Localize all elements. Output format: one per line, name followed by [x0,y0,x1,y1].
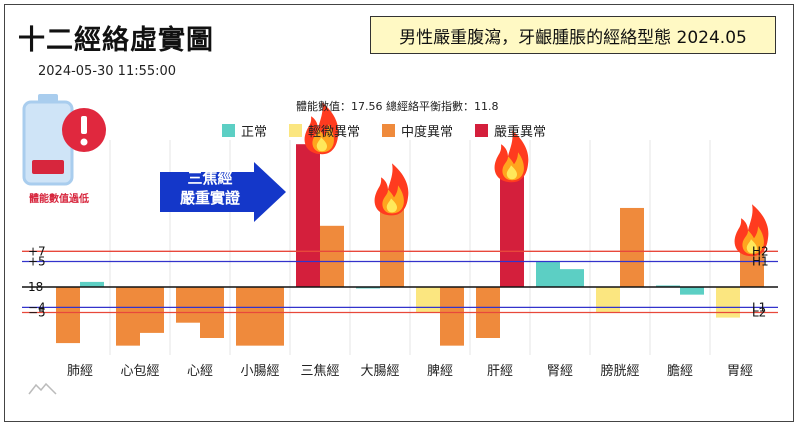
battery-warning-label: 體能數值過低 [29,194,89,205]
x-tick-label: 胃經 [727,364,753,379]
bar-膀胱經-1 [620,207,644,287]
x-tick-label: 膽經 [667,364,693,379]
flame-icon [374,163,409,216]
flame-icon [734,204,769,257]
legend-item: 中度異常 [382,121,453,140]
legend-swatch [222,124,235,137]
bar-腎經-0 [536,261,560,287]
legend-item: 嚴重異常 [475,121,546,140]
page-title: 十二經絡虛實圖 [18,25,214,56]
brand-logo-icon [28,382,57,395]
y-tick-label: +5 [28,255,46,269]
y-axis-labels: +7 H2 +5 H1 18 −4 L1 −5 L2 [28,244,769,319]
flames-layer [304,102,769,257]
x-tick-label: 脾經 [427,364,453,379]
x-tick-label: 三焦經 [300,364,339,379]
callout-text: 三焦經 嚴重實證 [160,168,260,208]
y-tick-label: −4 [28,300,46,314]
legend-swatch [289,124,303,137]
flame-inner [316,137,327,152]
flame-inner [386,198,397,213]
bar-脾經-1 [440,287,464,346]
reference-line-label: L1 [752,300,766,314]
bar-大腸經-1 [380,205,404,287]
y-tick-label: +7 [28,244,46,258]
bar-心包經-1 [140,287,164,333]
x-tick-label: 小腸經 [240,364,279,379]
y-tick-label: 18 [28,280,43,294]
x-tick-label: 肺經 [67,364,93,379]
callout-arrow: 三焦經 嚴重實證 [160,162,288,222]
legend: 正常 輕微異常 中度異常 嚴重異常 [222,121,546,140]
flame-inner [746,239,757,254]
x-axis-labels: 肺經 心包經 心經 小腸經 三焦經 大腸經 脾經 肝經 腎經 膀胱經 膽經 胃經 [67,363,753,379]
stats-line: 體能數值：17.56 總經絡平衡指數：11.8 [296,100,499,113]
notice-text: 男性嚴重腹瀉，牙齦腫脹的經絡型態 2024.05 [399,27,747,48]
x-tick-label: 心包經 [120,364,159,379]
x-tick-label: 膀胱經 [600,363,639,379]
bar-腎經-1 [560,269,584,287]
y-tick-label: −5 [28,306,46,320]
bar-小腸經-0 [236,287,260,346]
arrow-right-icon [160,162,286,222]
bar-小腸經-1 [260,287,284,346]
bar-膀胱經-0 [596,287,620,313]
legend-label: 中度異常 [401,125,454,140]
bar-心經-0 [176,287,200,323]
reference-line-label: H1 [752,255,769,269]
timestamp: 2024-05-30 11:55:00 [38,64,177,79]
low-battery-icon [22,94,106,186]
bar-肺經-0 [56,287,80,344]
bar-肺經-1 [80,281,104,287]
bar-三焦經-1 [320,225,344,287]
x-tick-label: 心經 [187,364,213,379]
x-tick-label: 腎經 [547,364,573,379]
legend-item: 輕微異常 [289,121,360,140]
flame-icon [304,102,339,155]
reference-line-label: H2 [752,244,769,258]
callout-line-1: 三焦經 [187,169,233,187]
x-tick-label: 大腸經 [360,364,399,379]
bar-脾經-0 [416,287,440,313]
legend-label: 嚴重異常 [494,125,547,140]
bar-心包經-0 [116,287,140,346]
legend-label: 輕微異常 [308,125,361,140]
bar-三焦經-0 [296,144,320,287]
reference-lines-layer [22,250,778,314]
legend-swatch [382,124,396,137]
legend-item: 正常 [222,121,267,140]
x-tick-label: 肝經 [487,364,513,379]
legend-swatch [475,124,489,137]
flame-icon [494,130,529,183]
notice-box: 男性嚴重腹瀉，牙齦腫脹的經絡型態 2024.05 [370,16,776,54]
bar-膽經-1 [680,287,704,295]
flame-inner [506,165,517,180]
legend-label: 正常 [241,125,268,140]
bar-肝經-1 [500,172,524,287]
callout-line-2: 嚴重實證 [179,189,240,207]
reference-line-label: L2 [752,306,766,320]
